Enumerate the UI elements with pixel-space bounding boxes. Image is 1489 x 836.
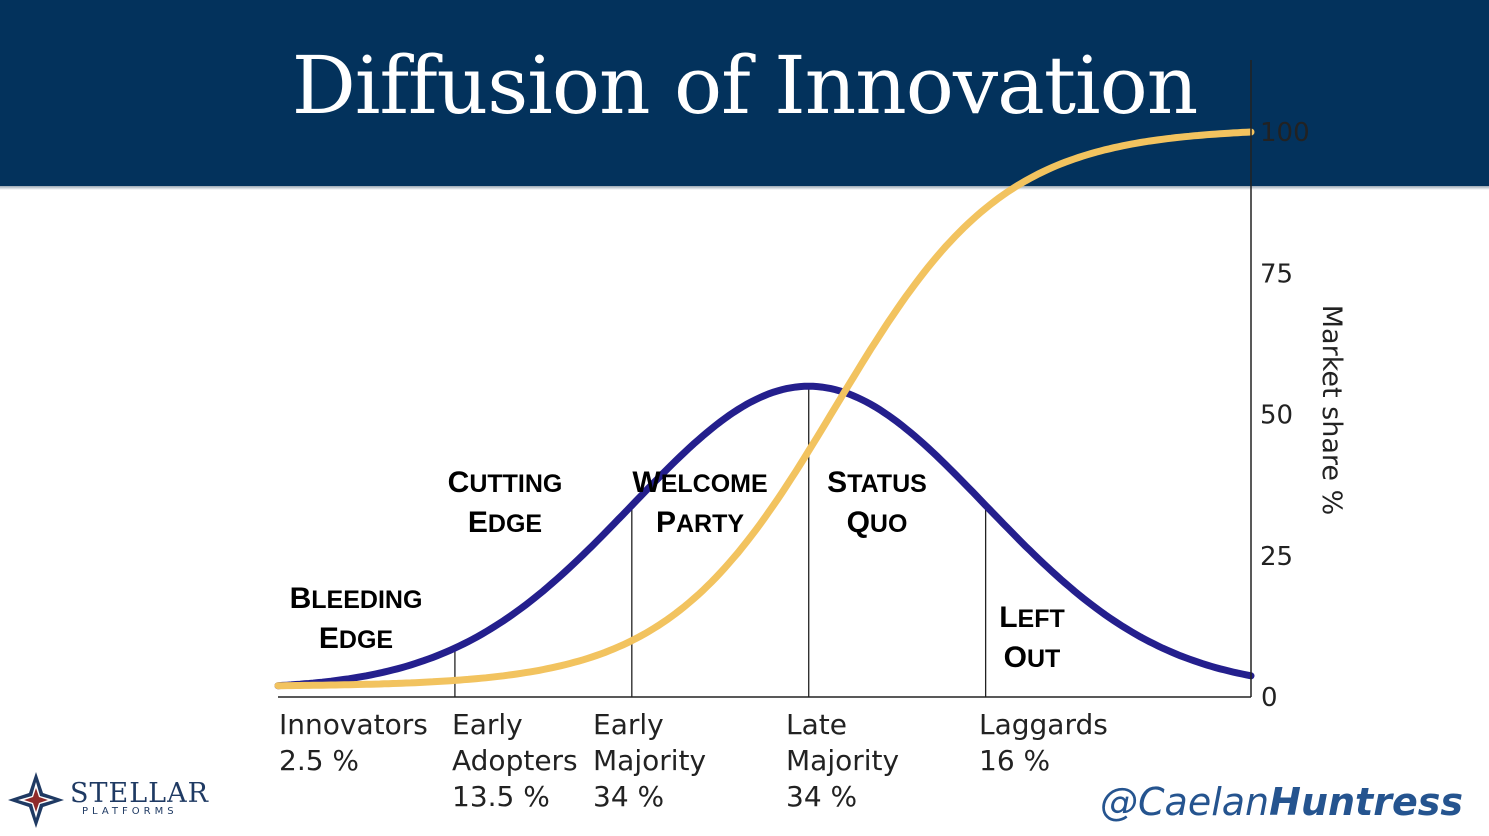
y-tick-0: 0	[1261, 683, 1278, 713]
segment-label-4-line-1: STATUS	[827, 466, 927, 499]
category-label-4-line-3: 34 %	[786, 780, 857, 813]
logo-subtitle: PLATFORMS	[82, 806, 178, 817]
category-label-2-line-2: Adopters	[452, 744, 578, 777]
category-label-5-line-1: Laggards	[979, 708, 1108, 741]
segment-label-5-line-2: OUT	[1004, 641, 1061, 674]
y-tick-50: 50	[1260, 401, 1293, 431]
stellar-logo: STELLAR PLATFORMS	[6, 770, 208, 832]
category-label-1-line-2: 2.5 %	[279, 744, 359, 777]
segment-label-5-line-1: LEFT	[999, 601, 1065, 634]
star-icon	[8, 772, 64, 828]
bell-curve-series	[274, 382, 1255, 690]
handle-bold: Huntress	[1269, 780, 1463, 824]
y-ticks: 0 25 50 75 100	[1260, 118, 1310, 713]
category-label-4-line-1: Late	[786, 708, 847, 741]
logo-name: STELLAR	[70, 778, 209, 809]
category-label-3-line-2: Majority	[593, 744, 706, 777]
segment-label-1-line-2: EDGE	[319, 622, 393, 655]
handle-prefix: @Caelan	[1100, 780, 1270, 824]
y-tick-75: 75	[1260, 259, 1293, 289]
y-axis-label: Market share %	[1316, 305, 1347, 515]
category-label-2-line-3: 13.5 %	[452, 780, 550, 813]
segment-label-3-line-2: PARTY	[656, 506, 744, 539]
segment-label-2-line-2: EDGE	[468, 506, 542, 539]
segment-labels: BLEEDING EDGE CUTTING EDGE WELCOME PARTY STATU…	[290, 466, 1065, 674]
segment-label-1-line-1: BLEEDING	[290, 582, 423, 615]
social-handle: @CaelanHuntress	[1100, 780, 1463, 824]
category-label-3-line-1: Early	[593, 708, 664, 741]
s-curve-series	[274, 128, 1255, 690]
page-title: Diffusion of Innovation	[291, 39, 1199, 132]
y-tick-25: 25	[1260, 542, 1293, 572]
segment-label-4-line-2: QUO	[847, 506, 908, 539]
category-label-4-line-2: Majority	[786, 744, 899, 777]
category-label-5-line-2: 16 %	[979, 744, 1050, 777]
segment-label-3-line-1: WELCOME	[632, 466, 767, 499]
category-label-2-line-1: Early	[452, 708, 523, 741]
banner-shadow	[0, 186, 1489, 190]
segment-dividers	[454, 386, 987, 697]
segment-label-2-line-1: CUTTING	[448, 466, 563, 499]
y-tick-100: 100	[1260, 118, 1310, 148]
title-banner	[0, 0, 1489, 186]
category-label-3-line-3: 34 %	[593, 780, 664, 813]
category-label-1-line-1: Innovators	[279, 708, 428, 741]
